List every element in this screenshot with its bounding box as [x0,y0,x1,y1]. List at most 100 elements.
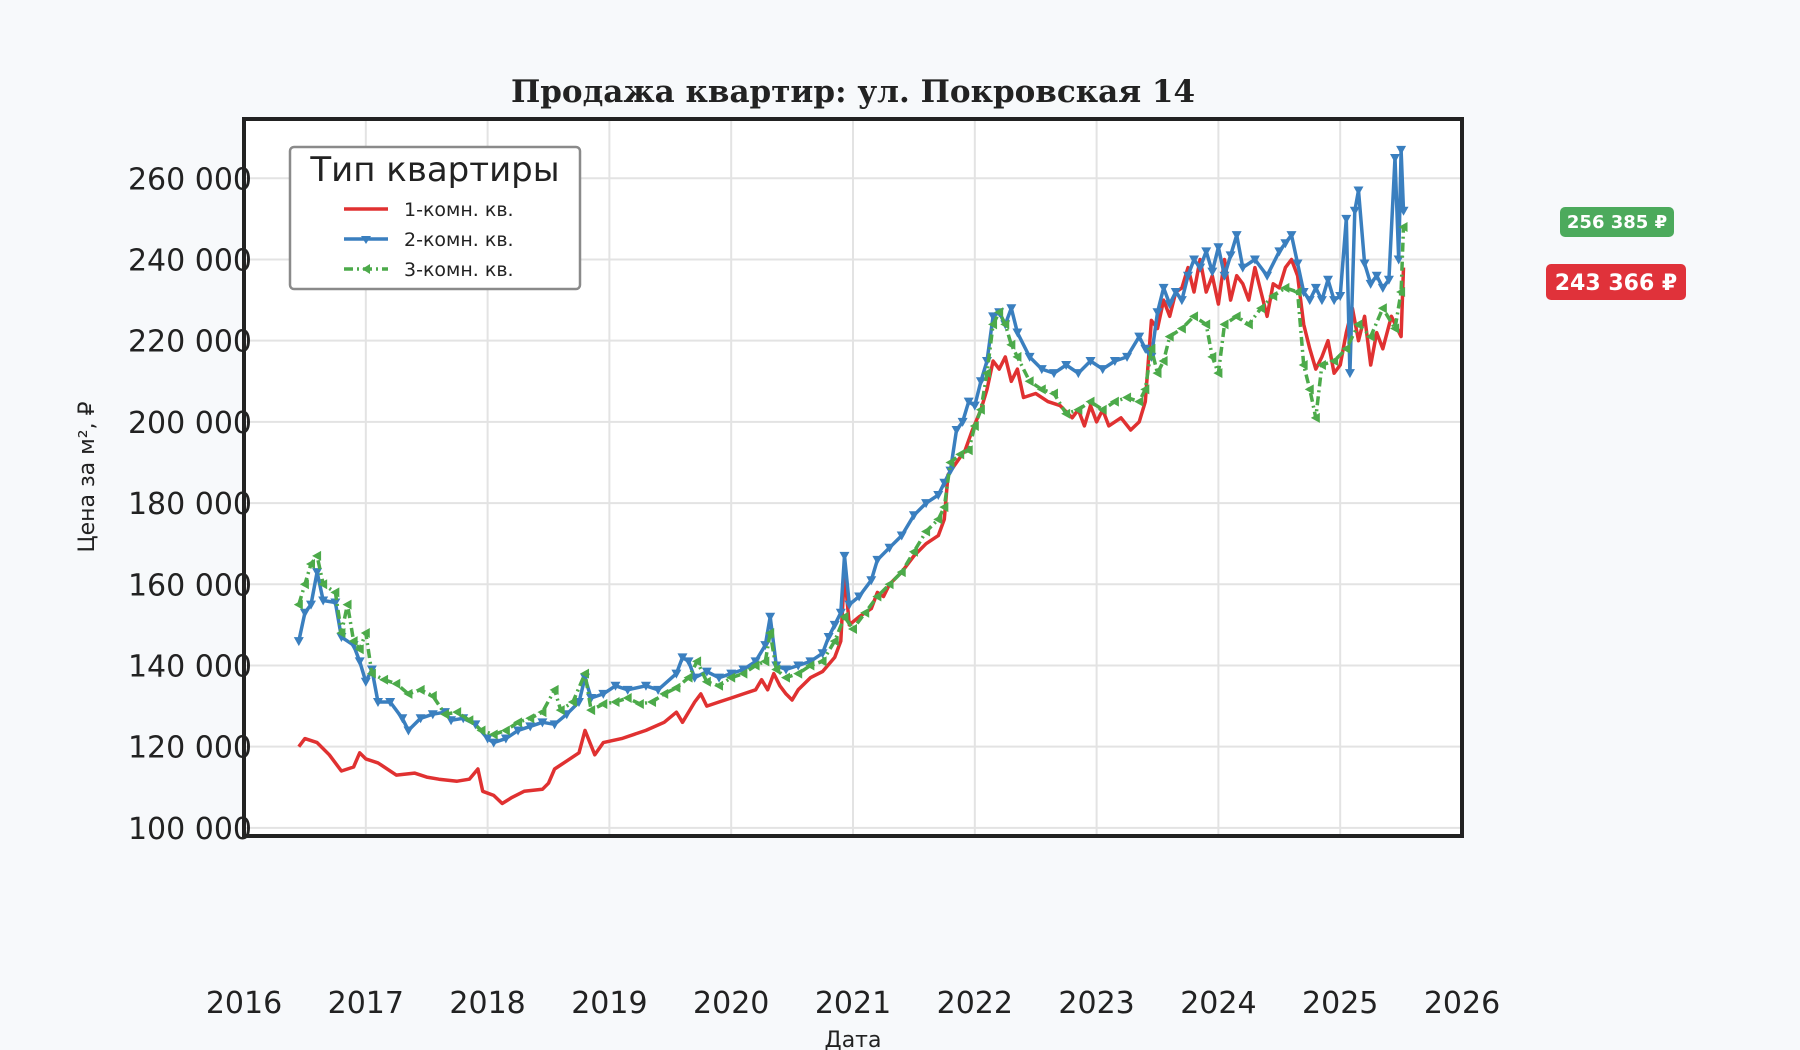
triangle-left-marker-icon [391,678,401,689]
triangle-left-marker-icon [860,607,870,618]
x-tick-label: 2022 [937,986,1013,1021]
triangle-left-marker-icon [805,660,815,671]
x-tick-label: 2021 [815,986,891,1021]
triangle-down-marker-icon [525,722,536,732]
triangle-left-marker-icon [1061,408,1071,419]
triangle-down-marker-icon [1344,369,1355,379]
triangle-down-marker-icon [1176,296,1187,306]
triangle-down-marker-icon [513,726,524,736]
triangle-down-marker-icon [1323,275,1334,285]
legend-title: Тип квартиры [309,150,559,190]
triangle-left-marker-icon [1310,412,1320,423]
legend-label: 1-комн. кв. [404,199,514,221]
triangle-down-marker-icon [1201,247,1212,257]
triangle-down-marker-icon [1012,328,1023,338]
triangle-down-marker-icon [1195,263,1206,273]
triangle-left-marker-icon [1097,404,1107,415]
triangle-left-marker-icon [1201,319,1211,330]
triangle-down-marker-icon [957,417,968,427]
triangle-left-marker-icon [1140,384,1150,395]
triangle-down-marker-icon [866,576,877,586]
triangle-down-marker-icon [397,714,408,724]
triangle-down-marker-icon [760,641,771,651]
triangle-down-marker-icon [1170,287,1181,297]
triangle-down-marker-icon [549,720,560,730]
y-tick-label: 120 000 [128,731,252,766]
triangle-down-marker-icon [793,661,804,671]
triangle-down-marker-icon [1316,296,1327,306]
triangle-left-marker-icon [1000,319,1010,330]
triangle-left-marker-icon [427,690,437,701]
triangle-left-marker-icon [1398,221,1408,232]
triangle-left-marker-icon [598,699,608,710]
triangle-left-marker-icon [839,611,849,622]
triangle-left-marker-icon [1024,376,1034,387]
triangle-down-marker-icon [1097,365,1108,375]
triangle-left-marker-icon [750,660,760,671]
series-layer [293,145,1409,806]
triangle-down-marker-icon [318,596,329,606]
x-axis-label: Дата [825,1028,882,1050]
triangle-left-marker-icon [1122,392,1132,403]
triangle-down-marker-icon [640,681,651,691]
triangle-down-marker-icon [1396,145,1407,155]
triangle-left-marker-icon [634,699,644,710]
triangle-left-marker-icon [586,705,596,716]
triangle-down-marker-icon [714,673,725,683]
x-tick-label: 2017 [328,986,404,1021]
triangle-down-marker-icon [385,698,396,708]
triangle-left-marker-icon [848,623,857,634]
triangle-left-marker-icon [714,680,724,691]
triangle-down-marker-icon [671,669,682,679]
triangle-down-marker-icon [1398,206,1409,216]
triangle-left-marker-icon [1048,388,1058,399]
triangle-down-marker-icon [1048,369,1059,379]
x-axis-ticks: 2016 2017 2018 2019 2020 2021 2022 2023 2024 2025… [206,986,1500,1021]
triangle-down-marker-icon [1365,279,1376,289]
triangle-down-marker-icon [427,710,438,720]
triangle-left-marker-icon [622,692,632,703]
triangle-down-marker-icon [330,598,341,608]
triangle-left-marker-icon [513,717,523,728]
triangle-down-marker-icon [1225,251,1236,261]
x-tick-label: 2025 [1302,986,1378,1021]
triangle-down-marker-icon [653,685,664,695]
triangle-down-marker-icon [610,681,621,691]
triangle-left-marker-icon [318,579,328,590]
triangle-left-marker-icon [488,729,498,740]
triangle-left-marker-icon [500,725,510,736]
series-3 [293,221,1408,740]
triangle-down-marker-icon [488,738,499,748]
triangle-down-marker-icon [1335,292,1346,302]
triangle-down-marker-icon [829,620,840,630]
triangle-down-marker-icon [1164,300,1175,310]
triangle-left-marker-icon [1353,319,1363,330]
triangle-left-marker-icon [360,627,370,638]
triangle-left-marker-icon [415,684,425,695]
triangle-down-marker-icon [839,551,850,561]
triangle-left-marker-icon [1341,343,1351,354]
triangle-down-marker-icon [537,718,548,728]
triangle-left-marker-icon [525,713,535,724]
triangle-left-marker-icon [1213,368,1223,379]
triangle-down-marker-icon [1006,304,1017,314]
y-tick-label: 160 000 [128,568,252,603]
triangle-down-marker-icon [1280,239,1291,249]
triangle-left-marker-icon [1268,291,1278,302]
triangle-down-marker-icon [361,236,371,244]
triangle-left-marker-icon [537,707,547,718]
triangle-down-marker-icon [1274,247,1285,257]
triangle-left-marker-icon [1219,319,1229,330]
triangle-left-marker-icon [765,627,775,638]
triangle-down-marker-icon [1304,296,1315,306]
triangle-left-marker-icon [610,697,620,708]
x-tick-label: 2016 [206,986,282,1021]
legend: Тип квартиры 1-комн. кв. 2-комн. кв. 3-к… [288,145,582,291]
triangle-left-marker-icon [939,502,949,513]
triangle-left-marker-icon [981,368,991,379]
triangle-left-marker-icon [1298,360,1308,371]
triangle-left-marker-icon [1280,282,1290,293]
triangle-down-marker-icon [1249,255,1260,265]
triangle-left-marker-icon [829,636,839,647]
